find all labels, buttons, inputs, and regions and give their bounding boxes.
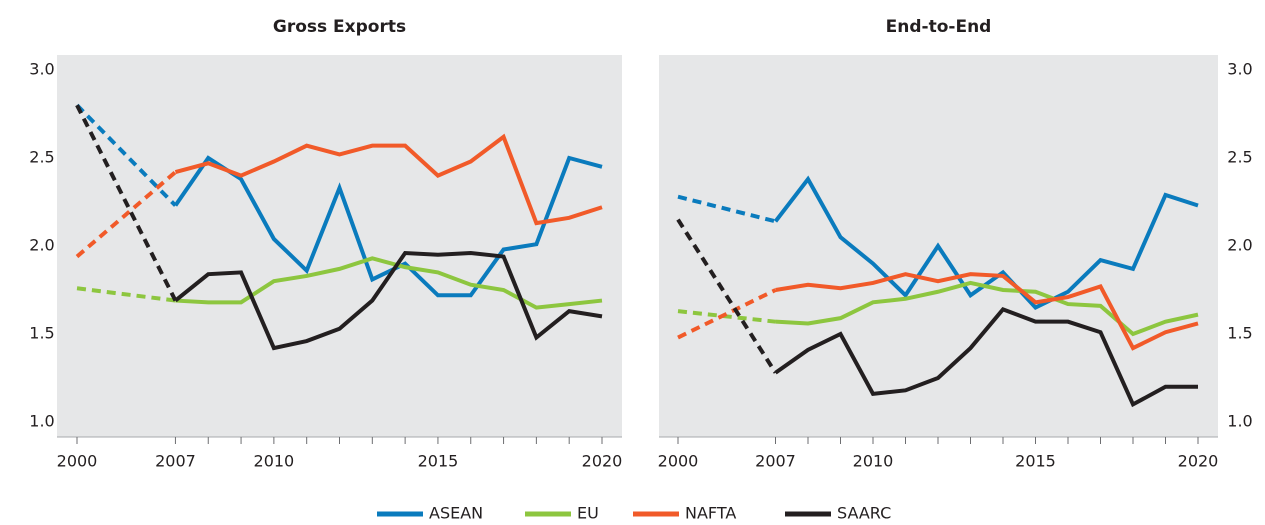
y-tick-label: 2.0 xyxy=(29,236,54,255)
y-tick-label: 3.0 xyxy=(1227,60,1252,79)
y-tick-label: 2.5 xyxy=(29,148,54,167)
x-tick-label: 2010 xyxy=(254,452,295,471)
line xyxy=(774,306,1198,408)
legend-label: ASEAN xyxy=(429,504,483,523)
legend-label: NAFTA xyxy=(685,504,736,523)
line xyxy=(773,175,1199,311)
x-tick-label: 2007 xyxy=(755,452,796,471)
legend-label: SAARC xyxy=(837,504,891,523)
legend-label: EU xyxy=(577,504,599,523)
dashed-line xyxy=(676,218,778,374)
panel: Gross Exports 2000 2007 2010 2015 2020 1.0 1.5 2… xyxy=(29,17,622,471)
chart-title: Gross Exports xyxy=(273,17,406,37)
x-tick-label: 2020 xyxy=(582,452,623,471)
dashed-line xyxy=(75,104,178,302)
line xyxy=(175,256,603,310)
dashed-line xyxy=(677,309,776,324)
y-tick-label: 1.0 xyxy=(1227,412,1252,431)
x-tick-label: 2020 xyxy=(1178,452,1219,471)
y-tick-label: 1.5 xyxy=(29,324,54,343)
y-tick-label: 1.5 xyxy=(1227,324,1252,343)
line xyxy=(173,155,603,298)
x-tick-label: 2015 xyxy=(1015,452,1056,471)
x-tick-label: 2015 xyxy=(418,452,459,471)
x-tick-label: 2000 xyxy=(57,452,98,471)
dashed-line xyxy=(677,194,776,224)
y-tick-label: 3.0 xyxy=(29,60,54,79)
y-tick-label: 2.0 xyxy=(1227,236,1252,255)
line xyxy=(174,133,603,226)
legend: ASEAN EU NAFTA SAARC xyxy=(377,504,891,523)
line xyxy=(775,280,1199,337)
line xyxy=(174,250,603,351)
line xyxy=(775,272,1199,351)
y-tick-label: 2.5 xyxy=(1227,148,1252,167)
panel: End-to-End 2000 2007 2010 2015 2020 1.0 1.5 2.0 2… xyxy=(658,17,1253,471)
chart-title: End-to-End xyxy=(886,17,992,37)
dashed-line xyxy=(677,288,777,340)
dashed-line xyxy=(75,103,177,207)
x-tick-label: 2007 xyxy=(155,452,196,471)
x-tick-label: 2000 xyxy=(658,452,699,471)
x-tick-label: 2010 xyxy=(853,452,894,471)
dashed-line xyxy=(75,170,177,259)
y-tick-label: 1.0 xyxy=(29,412,54,431)
dashed-line xyxy=(76,286,176,303)
